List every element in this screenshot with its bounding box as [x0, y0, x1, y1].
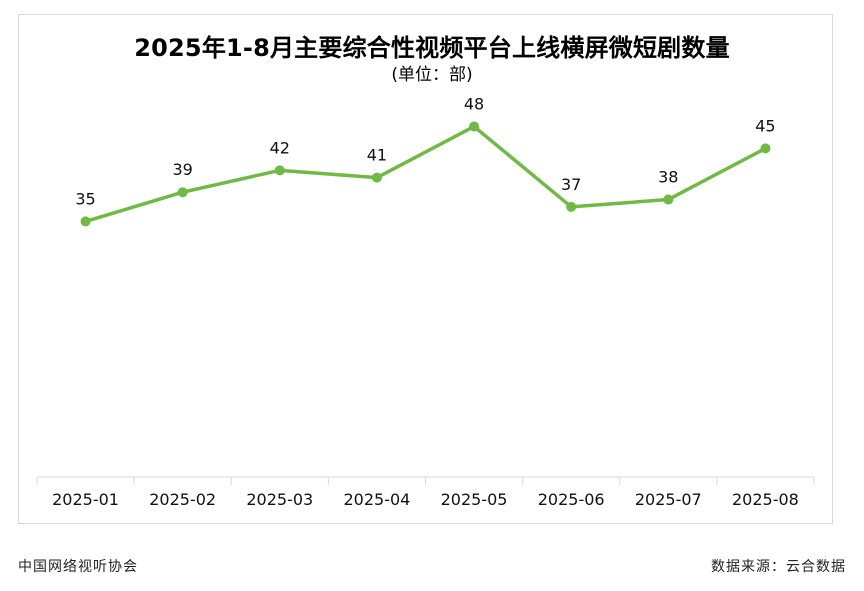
data-source-credit: 数据来源：云合数据 [711, 559, 846, 575]
publisher-credit: 中国网络视听协会 [18, 559, 138, 575]
data-point [566, 201, 577, 212]
x-tick-label: 2025-06 [538, 490, 605, 509]
data-label: 45 [755, 116, 775, 135]
data-point [371, 172, 382, 183]
chart-title: 2025年1-8月主要综合性视频平台上线横屏微短剧数量 [134, 34, 730, 62]
data-label: 39 [173, 160, 193, 179]
data-label: 42 [270, 138, 290, 157]
data-label: 37 [561, 175, 581, 194]
data-point [469, 121, 480, 132]
x-tick-label: 2025-01 [52, 490, 119, 509]
x-tick-label: 2025-08 [732, 490, 799, 509]
series-line [83, 124, 768, 224]
data-point [80, 216, 91, 227]
x-tick-label: 2025-02 [149, 490, 216, 509]
data-label: 48 [464, 95, 484, 114]
x-tick-label: 2025-05 [441, 490, 508, 509]
data-label: 38 [658, 168, 678, 187]
data-point [760, 143, 771, 154]
x-tick-label: 2025-04 [344, 490, 411, 509]
x-tick-label: 2025-07 [635, 490, 702, 509]
x-tick-label: 2025-03 [246, 490, 313, 509]
data-label: 41 [367, 146, 387, 165]
chart-subtitle: (单位：部) [391, 65, 473, 85]
data-point [274, 165, 285, 176]
data-label: 35 [75, 189, 95, 208]
data-point [663, 194, 674, 205]
chart-frame [18, 14, 833, 524]
data-point [177, 187, 188, 198]
